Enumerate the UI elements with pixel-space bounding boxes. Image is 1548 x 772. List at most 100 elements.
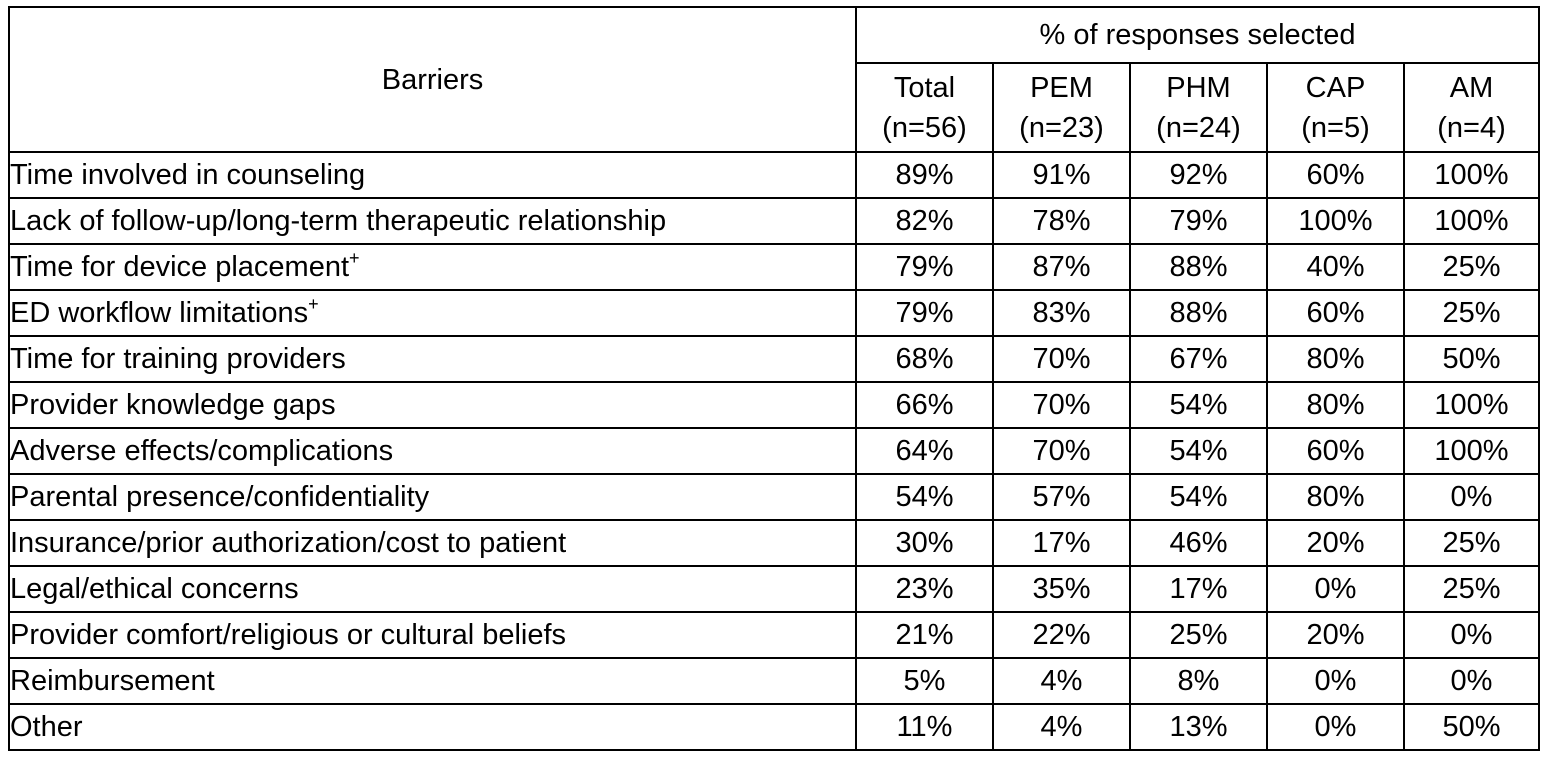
value-cell-phm: 54%: [1129, 381, 1268, 429]
value-cell-total: 89%: [855, 151, 994, 199]
column-header-am: AM (n=4): [1403, 62, 1540, 153]
column-header-phm: PHM (n=24): [1129, 62, 1268, 153]
table-row: ED workflow limitations+ 79% 83% 88% 60% 25%: [8, 289, 1540, 337]
value-cell-cap: 80%: [1266, 473, 1405, 521]
value-cell-phm: 88%: [1129, 243, 1268, 291]
barrier-label-cell: Time for device placement+: [8, 243, 857, 291]
column-header-sample-size: (n=23): [1019, 111, 1104, 144]
value-cell-pem: 22%: [992, 611, 1131, 659]
barrier-label-cell: ED workflow limitations+: [8, 289, 857, 337]
value-cell-total: 79%: [855, 243, 994, 291]
barrier-label-cell: Legal/ethical concerns: [8, 565, 857, 613]
table-row: Provider comfort/religious or cultural b…: [8, 611, 1540, 659]
value-cell-pem: 83%: [992, 289, 1131, 337]
value-cell-am: 100%: [1403, 197, 1540, 245]
value-cell-total: 21%: [855, 611, 994, 659]
table-row: Provider knowledge gaps 66% 70% 54% 80% 100%: [8, 381, 1540, 429]
column-header-sample-size: (n=56): [882, 111, 967, 144]
value-cell-am: 50%: [1403, 703, 1540, 751]
table-row: Reimbursement 5% 4% 8% 0% 0%: [8, 657, 1540, 705]
table-row: Lack of follow-up/long-term therapeutic …: [8, 197, 1540, 245]
value-cell-pem: 91%: [992, 151, 1131, 199]
table-row: Insurance/prior authorization/cost to pa…: [8, 519, 1540, 567]
barrier-label: Other: [10, 710, 83, 743]
column-header-name: PHM: [1166, 71, 1231, 104]
value-cell-pem: 70%: [992, 427, 1131, 475]
value-cell-pem: 78%: [992, 197, 1131, 245]
value-cell-pem: 87%: [992, 243, 1131, 291]
value-cell-phm: 54%: [1129, 473, 1268, 521]
barriers-table: Barriers % of responses selected Total (n…: [8, 6, 1540, 751]
column-header-sample-size: (n=5): [1301, 111, 1370, 144]
barrier-label-cell: Parental presence/confidentiality: [8, 473, 857, 521]
value-cell-total: 23%: [855, 565, 994, 613]
value-cell-am: 50%: [1403, 335, 1540, 383]
footnote-mark: +: [349, 247, 360, 268]
value-cell-pem: 70%: [992, 381, 1131, 429]
value-cell-phm: 13%: [1129, 703, 1268, 751]
value-cell-total: 64%: [855, 427, 994, 475]
value-cell-cap: 0%: [1266, 657, 1405, 705]
value-cell-cap: 60%: [1266, 151, 1405, 199]
barrier-label-cell: Other: [8, 703, 857, 751]
value-cell-phm: 67%: [1129, 335, 1268, 383]
barrier-label: Legal/ethical concerns: [10, 572, 299, 605]
barrier-label-cell: Time for training providers: [8, 335, 857, 383]
barrier-label: ED workflow limitations: [10, 296, 309, 329]
value-cell-phm: 46%: [1129, 519, 1268, 567]
value-cell-cap: 20%: [1266, 611, 1405, 659]
table-row: Other 11% 4% 13% 0% 50%: [8, 703, 1540, 751]
barrier-label-cell: Reimbursement: [8, 657, 857, 705]
barrier-label-cell: Insurance/prior authorization/cost to pa…: [8, 519, 857, 567]
barrier-label: Parental presence/confidentiality: [10, 480, 430, 513]
value-cell-total: 11%: [855, 703, 994, 751]
value-cell-am: 0%: [1403, 657, 1540, 705]
value-cell-am: 100%: [1403, 381, 1540, 429]
value-cell-cap: 0%: [1266, 703, 1405, 751]
value-cell-total: 54%: [855, 473, 994, 521]
value-cell-total: 30%: [855, 519, 994, 567]
value-cell-phm: 79%: [1129, 197, 1268, 245]
value-cell-cap: 0%: [1266, 565, 1405, 613]
barrier-label: Lack of follow-up/long-term therapeutic …: [10, 204, 667, 237]
column-header-name: AM: [1449, 71, 1494, 104]
value-cell-phm: 8%: [1129, 657, 1268, 705]
barrier-label-cell: Time involved in counseling: [8, 151, 857, 199]
value-cell-total: 66%: [855, 381, 994, 429]
value-cell-am: 25%: [1403, 519, 1540, 567]
table-row: Parental presence/confidentiality 54% 57% 5…: [8, 473, 1540, 521]
barrier-label: Reimbursement: [10, 664, 215, 697]
barrier-label: Adverse effects/complications: [10, 434, 394, 467]
barrier-label-cell: Provider knowledge gaps: [8, 381, 857, 429]
barrier-label-cell: Lack of follow-up/long-term therapeutic …: [8, 197, 857, 245]
value-cell-cap: 100%: [1266, 197, 1405, 245]
table-row: Adverse effects/complications 64% 70% 54% 60…: [8, 427, 1540, 475]
barriers-header-text: Barriers: [381, 64, 484, 96]
table-row: Legal/ethical concerns 23% 35% 17% 0% 25%: [8, 565, 1540, 613]
value-cell-pem: 35%: [992, 565, 1131, 613]
value-cell-cap: 40%: [1266, 243, 1405, 291]
table-row: Time for training providers 68% 70% 67% 80% 5…: [8, 335, 1540, 383]
header-row-group: Barriers % of responses selected: [8, 6, 1540, 153]
responses-group-header: % of responses selected: [855, 6, 1540, 64]
value-cell-phm: 25%: [1129, 611, 1268, 659]
value-cell-cap: 60%: [1266, 427, 1405, 475]
column-header-total: Total (n=56): [855, 62, 994, 153]
value-cell-phm: 88%: [1129, 289, 1268, 337]
value-cell-am: 0%: [1403, 611, 1540, 659]
value-cell-cap: 20%: [1266, 519, 1405, 567]
barrier-label: Time for training providers: [10, 342, 346, 375]
value-cell-pem: 17%: [992, 519, 1131, 567]
barrier-label: Time for device placement: [10, 250, 350, 283]
barrier-label: Provider knowledge gaps: [10, 388, 336, 421]
column-header-name: Total: [893, 71, 956, 104]
table-body: Time involved in counseling 89% 91% 92% 60% 1…: [8, 151, 1540, 751]
value-cell-am: 0%: [1403, 473, 1540, 521]
value-cell-am: 100%: [1403, 427, 1540, 475]
column-header-sample-size: (n=24): [1156, 111, 1241, 144]
value-cell-cap: 60%: [1266, 289, 1405, 337]
value-cell-phm: 54%: [1129, 427, 1268, 475]
barrier-label: Time involved in counseling: [10, 158, 366, 191]
value-cell-am: 25%: [1403, 243, 1540, 291]
column-header-name: PEM: [1030, 71, 1093, 104]
